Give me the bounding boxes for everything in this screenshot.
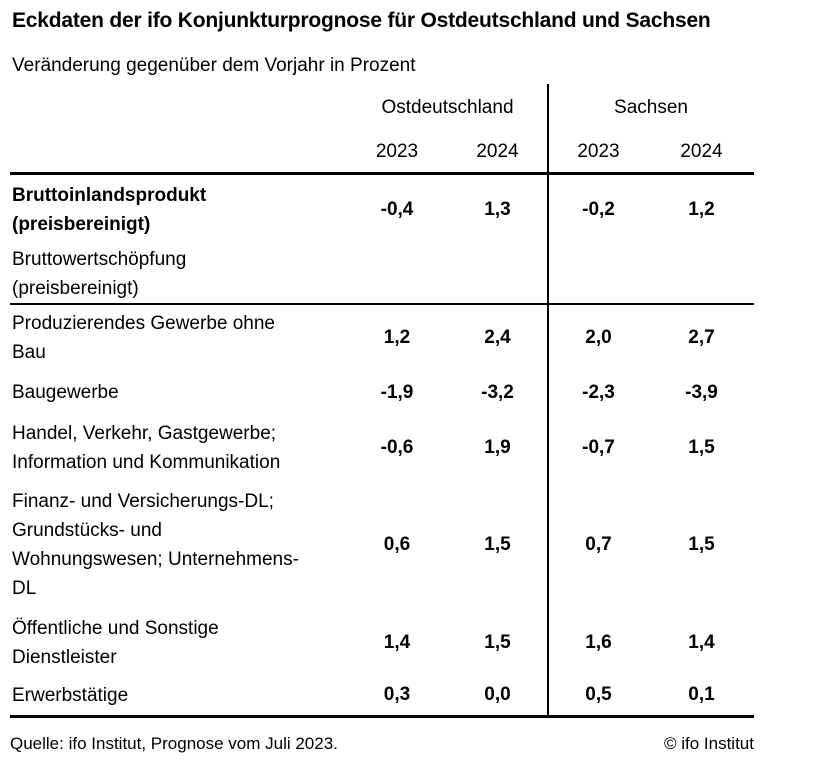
value-cell-ostdeutschland-2024: 1,3 [484, 199, 511, 220]
row-label-line: Öffentliche und Sonstige [12, 617, 219, 639]
table-row: Handel, Verkehr, Gastgewerbe; Information… [10, 415, 754, 480]
table-row: Produzierendes Gewerbe ohne Bau 1,2 2,4 2… [10, 305, 754, 370]
table-row: Öffentliche und Sonstige Dienstleister 1,… [10, 610, 754, 675]
row-label-line: (preisbereinigt) [12, 278, 139, 299]
value-cell-sachsen-2024: 0,1 [688, 684, 715, 705]
source-note: Quelle: ifo Institut, Prognose vom Juli … [10, 734, 338, 753]
row-label-line: Grundstücks- und [12, 520, 162, 541]
value-cell-ostdeutschland-2024: 0,0 [484, 684, 511, 705]
column-group-sachsen: Sachsen [614, 97, 688, 118]
copyright-note: © ifo Institut [663, 734, 754, 753]
value-cell-ostdeutschland-2024: 2,4 [484, 326, 511, 348]
table-row: Bruttoinlandsprodukt (preisbereinigt) -0,… [10, 175, 754, 245]
value-cell-sachsen-2023: -2,3 [582, 381, 615, 403]
value-cell-ostdeutschland-2024: 1,5 [484, 631, 511, 653]
value-cell-ostdeutschland-2024: -3,2 [481, 381, 514, 403]
row-label-line: Dienstleister [12, 646, 117, 668]
year-header-ostdeutschland-2023: 2023 [375, 141, 419, 162]
row-label-line: Finanz- und Versicherungs-DL; [12, 491, 274, 512]
row-label-line: Baugewerbe [12, 382, 119, 403]
row-label-line: Bruttoinlandsprodukt [12, 185, 207, 206]
row-label: Erwerbstätige [10, 681, 347, 710]
value-cell-sachsen-2024: 1,5 [688, 534, 715, 555]
value-cell-ostdeutschland-2024: 1,5 [484, 534, 511, 555]
value-cell-sachsen-2024: -3,9 [685, 381, 718, 403]
value-cell-sachsen-2023: 2,0 [585, 326, 612, 348]
subtitle: Veränderung gegenüber dem Vorjahr in Pro… [12, 55, 416, 76]
row-label: Handel, Verkehr, Gastgewerbe; Information… [10, 419, 347, 477]
table-row: Baugewerbe -1,9 -3,2 -2,3 -3,9 [10, 370, 754, 415]
row-label-line: Handel, Verkehr, Gastgewerbe; [12, 422, 277, 444]
value-cell-ostdeutschland-2023: -1,9 [380, 381, 414, 403]
row-label: Öffentliche und Sonstige Dienstleister [10, 614, 347, 672]
table-row: Bruttowertschöpfung (preisbereinigt) [10, 245, 754, 305]
value-cell-sachsen-2023: -0,2 [582, 199, 615, 220]
value-cell-sachsen-2023: -0,7 [582, 436, 615, 458]
row-label: Baugewerbe [10, 378, 347, 407]
value-cell-ostdeutschland-2024: 1,9 [484, 436, 511, 458]
row-label-line: Wohnungswesen; Unternehmens- [12, 549, 299, 570]
row-label: Bruttoinlandsprodukt (preisbereinigt) [10, 181, 347, 239]
row-label-line: Erwerbstätige [12, 684, 129, 706]
value-cell-sachsen-2023: 1,6 [585, 631, 612, 653]
value-cell-sachsen-2023: 0,7 [585, 534, 612, 555]
value-cell-sachsen-2024: 1,2 [688, 199, 715, 220]
value-cell-sachsen-2024: 2,7 [688, 326, 715, 348]
value-cell-sachsen-2024: 1,4 [688, 631, 715, 653]
table-body: Bruttoinlandsprodukt (preisbereinigt) -0,… [10, 175, 754, 718]
row-label-line: Produzierendes Gewerbe ohne [12, 312, 276, 334]
value-cell-ostdeutschland-2023: 1,2 [383, 326, 411, 348]
value-cell-ostdeutschland-2023: 0,3 [383, 684, 411, 705]
value-cell-sachsen-2024: 1,5 [688, 436, 715, 458]
value-cell-ostdeutschland-2023: 1,4 [383, 631, 411, 653]
table-row: Erwerbstätige 0,3 0,0 0,5 0,1 [10, 675, 754, 715]
row-label: Produzierendes Gewerbe ohne Bau [10, 309, 347, 367]
year-header-ostdeutschland-2024: 2024 [476, 141, 519, 162]
value-cell-sachsen-2023: 0,5 [585, 684, 612, 705]
row-label-line: Bruttowertschöpfung [12, 249, 187, 270]
year-header-sachsen-2023: 2023 [577, 141, 620, 162]
row-label-line: Information und Kommunikation [12, 451, 281, 473]
row-label-line: DL [12, 578, 37, 599]
value-cell-ostdeutschland-2023: -0,4 [380, 199, 414, 220]
value-cell-ostdeutschland-2023: 0,6 [383, 534, 411, 555]
page-title: Eckdaten der ifo Konjunkturprognose für … [12, 9, 711, 32]
column-group-ostdeutschland: Ostdeutschland [381, 97, 514, 118]
table-row: Finanz- und Versicherungs-DL; Grundstücks… [10, 480, 754, 610]
column-group-header-row: Ostdeutschland Sachsen [10, 84, 754, 132]
row-label-line: (preisbereinigt) [12, 214, 151, 235]
table-footer: Quelle: ifo Institut, Prognose vom Juli … [10, 733, 754, 755]
year-header-row: 2023 2024 2023 2024 [10, 132, 754, 175]
row-label: Finanz- und Versicherungs-DL; Grundstücks… [10, 487, 347, 603]
column-group-divider [547, 84, 549, 718]
value-cell-ostdeutschland-2023: -0,6 [380, 436, 414, 458]
row-label-line: Bau [12, 341, 46, 363]
year-header-sachsen-2024: 2024 [680, 141, 723, 162]
row-label: Bruttowertschöpfung (preisbereinigt) [10, 245, 347, 303]
forecast-table: Ostdeutschland Sachsen 2023 2024 2023 20… [10, 84, 754, 718]
